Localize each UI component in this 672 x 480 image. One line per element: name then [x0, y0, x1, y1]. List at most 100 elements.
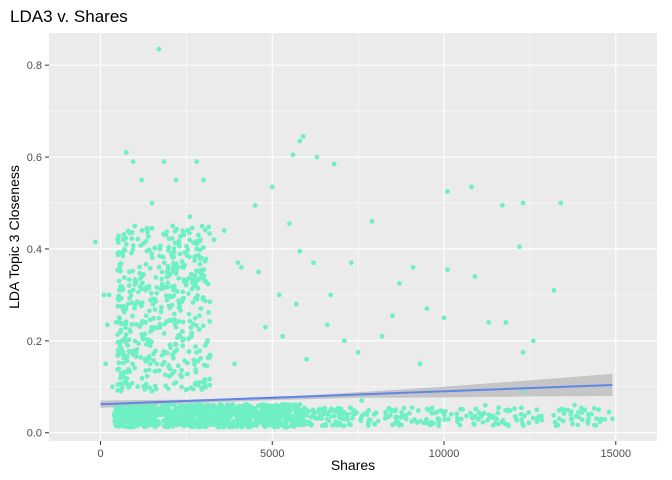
- data-point: [170, 255, 176, 260]
- data-point: [301, 405, 307, 411]
- data-point: [147, 308, 152, 314]
- data-point: [534, 407, 540, 413]
- data-point: [252, 408, 258, 414]
- data-point: [469, 415, 475, 420]
- data-point: [394, 414, 400, 420]
- data-point: [454, 411, 460, 417]
- data-point: [197, 247, 203, 253]
- data-point: [191, 280, 197, 286]
- data-point: [442, 417, 447, 423]
- grid: [49, 33, 657, 441]
- trend-line-layer: [100, 373, 613, 408]
- data-point: [193, 367, 198, 372]
- data-point: [120, 423, 126, 429]
- data-point: [152, 307, 158, 312]
- data-point: [143, 313, 149, 319]
- data-point: [238, 264, 244, 270]
- data-point: [386, 406, 392, 411]
- data-point: [185, 247, 191, 252]
- data-point: [350, 415, 355, 421]
- data-point: [115, 367, 121, 372]
- data-point: [121, 412, 127, 418]
- data-point: [366, 417, 372, 423]
- data-point: [120, 306, 126, 311]
- data-point: [115, 406, 121, 412]
- data-point: [196, 327, 202, 332]
- data-point: [337, 420, 343, 426]
- data-point: [248, 406, 254, 412]
- data-point: [162, 404, 168, 410]
- data-point: [152, 348, 158, 354]
- data-point: [115, 240, 121, 245]
- data-point: [494, 416, 499, 422]
- data-point: [288, 423, 294, 429]
- data-point: [141, 384, 146, 389]
- data-point: [154, 290, 160, 296]
- data-point: [558, 406, 564, 412]
- data-point: [468, 410, 474, 416]
- data-point: [177, 251, 183, 257]
- data-point: [192, 315, 198, 321]
- data-point: [280, 402, 286, 407]
- data-point: [145, 234, 151, 239]
- data-point: [165, 421, 171, 426]
- data-point: [179, 259, 185, 264]
- data-point: [133, 279, 139, 285]
- data-point: [157, 246, 163, 252]
- data-point: [130, 159, 136, 165]
- data-point: [520, 200, 526, 206]
- data-point: [517, 244, 522, 250]
- data-point: [149, 410, 155, 416]
- data-point: [316, 406, 322, 412]
- data-point: [190, 321, 196, 327]
- data-point: [130, 313, 135, 319]
- data-point: [181, 279, 187, 285]
- data-point: [165, 280, 171, 286]
- data-point: [539, 417, 545, 423]
- data-point: [598, 416, 604, 422]
- data-point: [297, 138, 303, 144]
- data-point: [153, 386, 159, 392]
- data-point: [140, 273, 145, 279]
- data-point: [513, 417, 519, 423]
- data-point: [162, 284, 168, 290]
- data-point: [298, 415, 304, 421]
- data-point: [324, 322, 330, 328]
- data-point: [116, 233, 122, 239]
- data-point: [162, 359, 167, 365]
- data-point: [165, 407, 170, 413]
- data-point: [132, 223, 138, 229]
- data-point: [314, 154, 320, 160]
- data-point: [170, 287, 176, 292]
- data-point: [383, 413, 389, 419]
- data-point: [398, 422, 404, 428]
- data-point: [130, 361, 135, 367]
- data-point: [116, 315, 122, 321]
- data-point: [124, 358, 130, 364]
- data-point: [120, 360, 126, 366]
- data-point: [503, 320, 509, 325]
- data-point: [390, 313, 395, 318]
- data-point: [159, 269, 165, 275]
- data-point: [123, 321, 128, 327]
- data-point: [159, 305, 164, 310]
- data-point: [149, 388, 155, 394]
- data-point: [192, 258, 198, 264]
- data-point: [145, 229, 150, 235]
- data-point: [127, 295, 133, 301]
- data-point: [506, 423, 511, 429]
- data-point: [221, 228, 227, 233]
- data-point: [116, 423, 122, 429]
- data-point: [265, 404, 271, 410]
- data-point: [424, 416, 429, 422]
- data-point: [225, 402, 230, 408]
- data-point: [190, 386, 196, 392]
- data-point: [194, 410, 199, 416]
- data-point: [593, 422, 599, 428]
- data-point: [175, 420, 180, 426]
- data-point: [150, 419, 156, 424]
- data-point: [158, 286, 164, 292]
- data-point: [253, 422, 259, 427]
- data-point: [438, 408, 444, 413]
- data-point: [187, 318, 193, 324]
